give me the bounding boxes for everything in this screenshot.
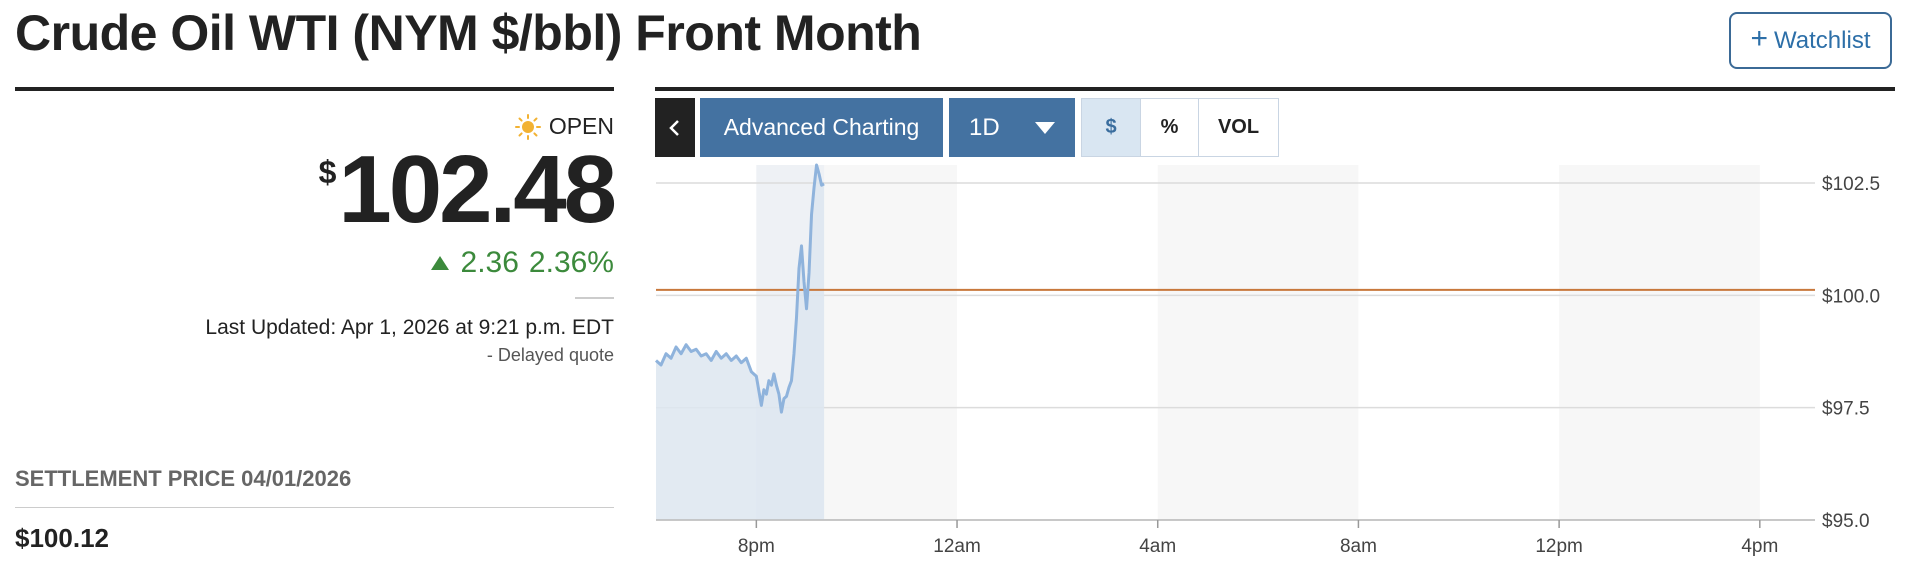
plus-icon: +	[1750, 22, 1769, 55]
y-tick-label: $102.5	[1822, 174, 1880, 195]
price-currency-symbol: $	[318, 154, 337, 190]
delayed-quote-note: - Delayed quote	[486, 345, 614, 365]
price-line	[654, 163, 825, 414]
last-price: 102.48	[338, 136, 617, 243]
last-updated: Last Updated: Apr 1, 2026 at 9:21 p.m. E…	[205, 316, 614, 339]
x-tick-label: 12am	[933, 536, 981, 557]
change-points: 2.36	[460, 246, 519, 279]
up-arrow-icon	[430, 256, 449, 270]
time-range-label: 1D	[969, 113, 1000, 141]
quote-panel-rule	[15, 87, 614, 91]
y-tick-label: $97.5	[1822, 399, 1870, 420]
mode-dollar-button[interactable]: $	[1082, 99, 1141, 156]
market-status-text: OPEN	[548, 113, 614, 139]
market-status: OPEN	[514, 113, 614, 140]
y-tick-label: $100.0	[1822, 286, 1880, 307]
time-range-dropdown[interactable]: 1D	[949, 98, 1075, 157]
chart-mode-toggle: $ % VOL	[1081, 98, 1279, 157]
change-divider	[575, 297, 614, 299]
price-change: 2.36 2.36%	[430, 246, 614, 280]
settlement-price-label: SETTLEMENT PRICE 04/01/2026	[15, 466, 352, 491]
mode-volume-button[interactable]: VOL	[1217, 116, 1260, 138]
chart-panel-rule	[655, 87, 1895, 91]
x-tick-label: 4am	[1139, 536, 1176, 557]
x-tick-label: 8pm	[738, 536, 775, 557]
y-tick-label: $95.0	[1822, 511, 1870, 532]
time-band	[1157, 165, 1359, 520]
sun-icon	[514, 113, 541, 140]
settlement-divider	[15, 507, 614, 508]
advanced-charting-button[interactable]: Advanced Charting	[700, 98, 943, 157]
session-shade	[756, 165, 825, 520]
settlement-price-value: $100.12	[15, 523, 109, 553]
page-title: Crude Oil WTI (NYM $/bbl) Front Month	[15, 5, 922, 61]
collapse-chart-button[interactable]	[655, 98, 695, 157]
caret-down-icon	[1035, 121, 1055, 134]
price-area	[656, 165, 825, 520]
advanced-charting-label: Advanced Charting	[723, 114, 920, 140]
add-to-watchlist-button[interactable]: + Watchlist	[1729, 12, 1892, 69]
x-tick-label: 8am	[1340, 536, 1377, 557]
chevron-left-icon	[669, 119, 679, 136]
change-percent: 2.36%	[528, 246, 614, 279]
time-band	[1559, 165, 1760, 520]
price-display: $ 102.48	[318, 136, 617, 243]
mode-percent-button[interactable]: %	[1141, 99, 1199, 156]
x-tick-label: 12pm	[1535, 536, 1583, 557]
watchlist-label: Watchlist	[1774, 26, 1871, 54]
time-band	[756, 165, 958, 520]
x-tick-label: 4pm	[1741, 536, 1778, 557]
